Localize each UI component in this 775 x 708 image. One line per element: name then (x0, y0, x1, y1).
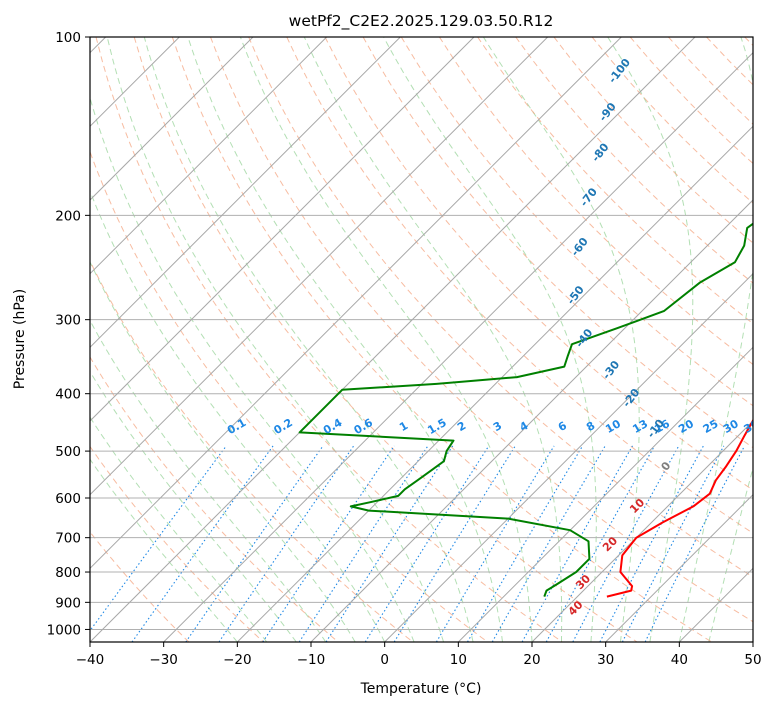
y-tick-label: 500 (55, 444, 81, 460)
moist-adiabat-line (303, 37, 563, 642)
x-tick-label: −20 (223, 652, 252, 668)
y-tick-label: 100 (55, 30, 81, 46)
mixing-ratio-line (364, 445, 490, 642)
moist-adiabat-line (90, 319, 327, 642)
x-tick-label: 20 (523, 652, 540, 668)
mixing-ratio-line (435, 445, 555, 642)
dry-adiabat-line (248, 37, 753, 578)
sounding-profiles (298, 222, 753, 598)
x-tick-label: 10 (450, 652, 467, 668)
dry-adiabat-line (133, 37, 638, 642)
isotherm-gridline (90, 37, 328, 275)
isotherm-gridline (457, 346, 753, 642)
moist-adiabat-line (106, 37, 445, 642)
moist-adiabat-line (239, 37, 533, 642)
dry-adiabat-line (324, 37, 753, 491)
y-tick-label: 1000 (47, 622, 81, 638)
x-tick-label: 50 (744, 652, 761, 668)
isotherm-gridline (163, 51, 753, 642)
pressure-gridlines (90, 37, 753, 630)
moist-adiabat-line (383, 37, 597, 642)
moist-adiabat-line (607, 37, 694, 642)
dewpoint-line (298, 222, 753, 597)
x-tick-label: −40 (76, 652, 105, 668)
moist-adiabat-line (143, 37, 474, 642)
isotherm-gridline (384, 272, 753, 642)
x-axis: −40 −30 −20 −10 0 10 20 30 40 50 (76, 642, 762, 668)
isotherm-gridline (236, 125, 753, 642)
moist-adiabat-line (90, 458, 238, 642)
moist-adiabat-line (90, 260, 356, 642)
moist-adiabat-line (90, 370, 297, 642)
x-tick-label: 40 (671, 652, 688, 668)
x-tick-label: −10 (297, 652, 326, 668)
mixing-ratio-line (131, 445, 274, 642)
dry-adiabat-line (90, 150, 488, 642)
dry-adiabat-line (90, 445, 264, 642)
chart-title: wetPf2_C2E2.2025.129.03.50.R12 (289, 12, 554, 31)
mixing-ratio-line (521, 445, 633, 642)
y-axis-label: Pressure (hPa) (12, 289, 28, 389)
x-tick-label: 0 (380, 652, 389, 668)
mixing-ratio-label: 36 (742, 417, 762, 436)
dry-adiabat-line (95, 37, 563, 642)
y-tick-label: 300 (55, 313, 81, 329)
mixing-ratio-line (262, 445, 395, 642)
plot-area: 0.1 0.2 0.4 0.6 1 1.5 2 3 4 6 8 10 13 16 20 25 30 36-100-… (90, 37, 762, 642)
isotherm-gridlines (90, 37, 753, 642)
y-axis: 100 200 300 400 500 600 700 800 900 1000 (47, 30, 90, 638)
x-tick-label: 30 (597, 652, 614, 668)
isotherm-gridline (90, 37, 401, 349)
dry-adiabat-line (90, 356, 339, 642)
moist-adiabat-line (187, 37, 503, 642)
moist-adiabat-line (482, 37, 640, 642)
plot-frame (89, 36, 754, 643)
moist-adiabat-line (90, 189, 386, 642)
y-tick-label: 700 (55, 531, 81, 547)
mixing-ratio-line (467, 445, 584, 642)
y-tick-label: 600 (55, 491, 81, 507)
x-tick-label: −30 (149, 652, 178, 668)
isotherm-gridline (605, 493, 753, 642)
isotherm-gridline (90, 37, 549, 496)
mixing-ratio-line (545, 445, 656, 642)
isotherm-gridline (90, 37, 622, 570)
mixing-ratio-line (325, 445, 454, 642)
isotherm-gridline (90, 37, 696, 642)
isotherm-gridline (90, 37, 254, 201)
y-tick-label: 400 (55, 387, 81, 403)
mixing-ratio-line (298, 445, 429, 642)
y-tick-label: 900 (55, 595, 81, 611)
mixing-ratio-line (185, 445, 324, 642)
temperature-line (606, 418, 753, 598)
isotherm-gridline (90, 37, 475, 422)
dry-adiabat-line (438, 37, 753, 366)
mixing-ratio-line (218, 445, 355, 642)
mixing-ratio-line (644, 445, 746, 642)
moist-adiabat-line (90, 416, 268, 642)
moist-adiabat-line (678, 37, 753, 642)
dry-adiabat-line (210, 37, 753, 623)
y-tick-label: 800 (55, 565, 81, 581)
mixing-ratio-line (621, 445, 725, 642)
isotherm-gridline (310, 199, 753, 642)
y-tick-label: 200 (55, 208, 81, 224)
x-axis-label: Temperature (°C) (360, 681, 482, 697)
